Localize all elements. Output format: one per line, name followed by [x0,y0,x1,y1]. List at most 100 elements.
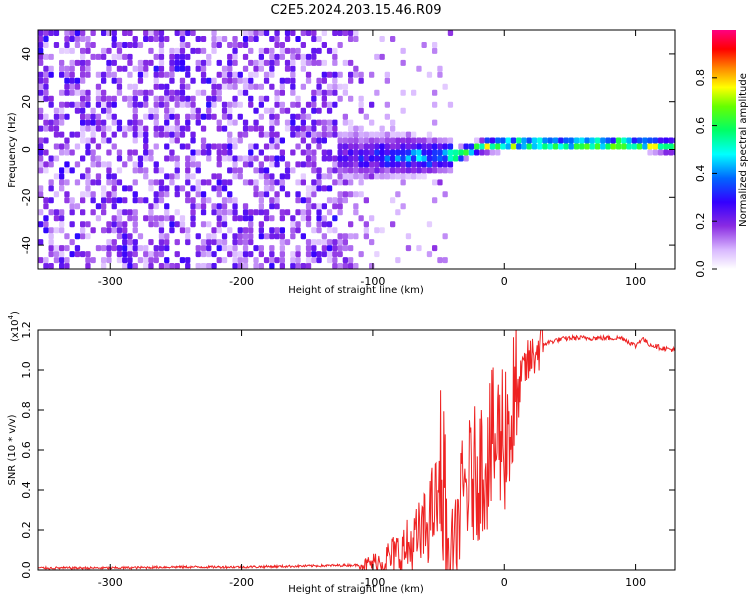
heatmap-cell [153,77,159,84]
heatmap-cell [332,89,338,96]
heatmap-cell [321,77,327,84]
heatmap-cell [657,149,664,156]
heatmap-cell [384,101,390,108]
heatmap-cell [421,149,427,156]
heatmap-cell [101,227,107,234]
heatmap-cell [353,125,359,132]
heatmap-cell [358,167,364,174]
heatmap-cell [626,137,632,144]
heatmap-cell [64,143,70,150]
heatmap-cell [101,137,107,144]
heatmap-cell [200,149,207,156]
heatmap-cell [321,251,327,258]
heatmap-cell [421,143,427,150]
heatmap-cell [526,143,532,150]
heatmap-cell [300,173,306,180]
heatmap-cell [290,167,296,174]
heatmap-cell [505,143,511,150]
heatmap-cell [253,71,259,78]
heatmap-cell [164,209,170,216]
heatmap-cell [337,179,343,186]
heatmap-cell [332,167,338,174]
heatmap-cell [521,143,527,150]
heatmap-cell [64,167,70,174]
heatmap-cell [295,143,301,150]
heatmap-cell [332,131,338,138]
heatmap-cell [316,239,322,246]
heatmap-cell [305,113,312,120]
heatmap-cell [95,125,102,132]
heatmap-cell [305,30,312,36]
heatmap-cell [179,47,186,54]
heatmap-cell [85,47,91,54]
heatmap-cell [237,155,243,162]
heatmap-cell [216,185,222,192]
heatmap-cell [316,143,322,150]
heatmap-cell [353,233,359,240]
heatmap-cell [305,77,312,84]
heatmap-cell [69,77,75,84]
heatmap-cell [132,125,138,132]
heatmap-cell [200,143,207,150]
heatmap-cell [232,203,238,210]
heatmap-cell [253,245,259,252]
heatmap-cell [137,125,144,132]
heatmap-cell [90,149,96,156]
heatmap-cell [342,167,348,174]
heatmap-cell [132,245,138,252]
heatmap-cell [90,53,96,60]
snr-exponent-close: ) [10,311,21,315]
heatmap-cell [48,65,54,72]
heatmap-cell [311,36,317,42]
heatmap-cell [127,233,133,240]
heatmap-cell [95,71,102,78]
heatmap-cell [148,185,154,192]
heatmap-cell [195,167,201,174]
heatmap-cell [300,263,306,269]
heatmap-cell [211,89,217,96]
heatmap-cell [326,101,333,108]
heatmap-cell [106,197,112,204]
heatmap-cell [179,227,186,234]
heatmap-cell [90,137,96,144]
heatmap-cell [321,137,327,144]
heatmap-cell [38,77,44,84]
heatmap-cell [38,47,44,54]
heatmap-cell [132,107,138,114]
heatmap-cell [148,221,154,228]
heatmap-cell [59,251,65,258]
heatmap-cell [316,203,322,210]
heatmap-cell [185,257,191,264]
heatmap-cell [253,155,259,162]
heatmap-cell [342,30,348,36]
heatmap-cell [321,221,327,228]
heatmap-cell [143,89,149,96]
heatmap-cell [237,137,243,144]
heatmap-cell [300,53,306,60]
heatmap-cell [59,215,65,222]
heatmap-cell [179,89,186,96]
heatmap-cell [221,143,228,150]
heatmap-cell [95,119,102,126]
heatmap-cell [332,155,338,162]
heatmap-cell [337,95,343,102]
heatmap-cell [311,257,317,264]
heatmap-cell [263,71,270,78]
heatmap-cell [348,263,354,269]
heatmap-cell [400,203,406,210]
heatmap-cell [179,30,186,36]
heatmap-cell [258,65,264,72]
heatmap-cell [80,233,86,240]
heatmap-cell [437,143,443,150]
heatmap-cell [400,167,406,174]
heatmap-cell [185,263,191,269]
heatmap-cell [411,131,417,138]
heatmap-cell [421,167,427,174]
heatmap-cell [116,251,123,258]
heatmap-cell [80,89,86,96]
heatmap-cell [148,179,154,186]
heatmap-cell [442,149,448,156]
heatmap-cell [53,143,60,150]
heatmap-cell [53,251,60,258]
heatmap-cell [174,263,180,269]
